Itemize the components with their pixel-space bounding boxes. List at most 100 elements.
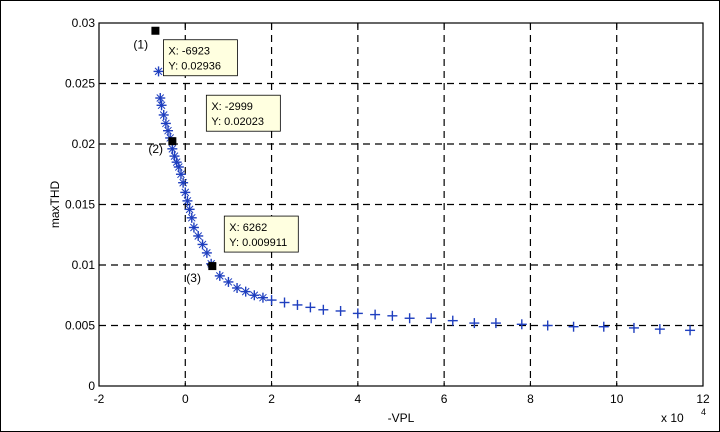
data-point <box>155 93 166 104</box>
x-multiplier-exponent: 4 <box>701 407 706 417</box>
data-point <box>447 315 458 326</box>
data-point <box>387 310 398 321</box>
data-point-stroke <box>170 152 179 160</box>
data-point-stroke <box>250 291 259 300</box>
data-point <box>628 322 639 333</box>
datatip-marker <box>168 137 177 146</box>
data-point <box>404 313 415 324</box>
x-tick-label: -2 <box>94 392 105 406</box>
data-point-stroke <box>203 249 211 257</box>
data-point-stroke <box>194 232 203 240</box>
x-tick-label: 12 <box>696 392 710 406</box>
x-tick-label: 2 <box>268 392 275 406</box>
x-tick-label: 6 <box>441 392 448 406</box>
data-point-stroke <box>259 293 267 302</box>
datatip-y-text: Y: 0.02936 <box>168 61 221 73</box>
data-point <box>163 125 174 136</box>
data-point <box>426 313 437 324</box>
data-point-stroke <box>198 240 207 249</box>
data-point-stroke <box>157 101 166 110</box>
datatip-index-label: (3) <box>186 271 201 285</box>
y-axis-label: maxTHD <box>48 181 62 229</box>
data-point <box>352 308 363 319</box>
datatip-box <box>223 215 299 253</box>
datatip-box <box>205 94 281 132</box>
y-tick-label: 0.03 <box>72 16 96 30</box>
datatip-marker <box>208 262 217 271</box>
data-point <box>305 302 316 313</box>
data-point <box>180 187 191 198</box>
datatip-marker <box>151 26 160 35</box>
datatip-x-text: X: 6262 <box>229 222 267 234</box>
data-point-stroke <box>174 163 183 171</box>
data-point <box>257 292 268 303</box>
y-tick-label: 0.015 <box>65 198 95 212</box>
data-point <box>335 305 346 316</box>
datatip-x-text: X: -2999 <box>211 101 253 113</box>
data-point <box>240 286 251 297</box>
data-point <box>516 319 527 330</box>
data-point <box>158 109 169 120</box>
data-point <box>542 320 553 331</box>
data-point <box>568 321 579 332</box>
data-point <box>232 282 243 293</box>
data-point-stroke <box>190 223 198 232</box>
data-point <box>654 324 665 335</box>
data-point <box>685 325 696 336</box>
data-point-stroke <box>154 67 163 76</box>
datatip-index-label: (1) <box>133 38 148 52</box>
datatip-index-label: (2) <box>148 142 163 156</box>
data-point-stroke <box>187 213 196 222</box>
data-point <box>153 66 164 77</box>
data-point-stroke <box>233 284 241 292</box>
x-axis-label: -VPL <box>388 411 415 425</box>
data-point <box>182 195 193 206</box>
data-point <box>197 239 208 250</box>
data-point-stroke <box>224 278 233 286</box>
data-point <box>490 318 501 329</box>
data-point-stroke <box>215 272 224 280</box>
y-tick-label: 0 <box>88 379 95 393</box>
data-point <box>175 169 186 180</box>
datatip-y-text: Y: 0.009911 <box>229 237 287 249</box>
data-point-stroke <box>168 144 177 153</box>
data-point <box>279 297 290 308</box>
x-tick-label: 4 <box>355 392 362 406</box>
x-multiplier-label: x 10 <box>661 411 684 425</box>
data-point <box>160 118 171 129</box>
x-tick-label: 0 <box>182 392 189 406</box>
y-tick-label: 0.02 <box>72 137 96 151</box>
data-point <box>370 309 381 320</box>
data-point <box>186 212 197 223</box>
data-point <box>201 247 212 258</box>
x-tick-label: 8 <box>527 392 534 406</box>
datatip-y-text: Y: 0.02023 <box>211 116 264 128</box>
data-point-stroke <box>156 94 165 102</box>
data-point-stroke <box>164 126 172 135</box>
data-point-stroke <box>159 111 168 119</box>
data-point-stroke <box>183 197 192 205</box>
data-point-stroke <box>179 178 187 187</box>
data-point <box>469 318 480 329</box>
data-point <box>188 222 199 233</box>
data-point <box>156 100 167 111</box>
data-point <box>318 304 329 315</box>
data-point-stroke <box>185 205 194 214</box>
data-point <box>249 290 260 301</box>
data-point-stroke <box>181 188 190 197</box>
data-point <box>223 276 234 287</box>
y-tick-label: 0.025 <box>65 77 95 91</box>
x-tick-label: 10 <box>610 392 624 406</box>
data-point <box>167 143 178 154</box>
data-point-stroke <box>172 158 181 167</box>
data-point-stroke <box>241 287 250 296</box>
data-point <box>178 177 189 188</box>
data-point-stroke <box>162 119 170 128</box>
data-point <box>173 161 184 172</box>
data-point <box>292 299 303 310</box>
data-point <box>184 204 195 215</box>
datatip-x-text: X: -6923 <box>168 46 210 58</box>
y-tick-label: 0.005 <box>65 319 95 333</box>
